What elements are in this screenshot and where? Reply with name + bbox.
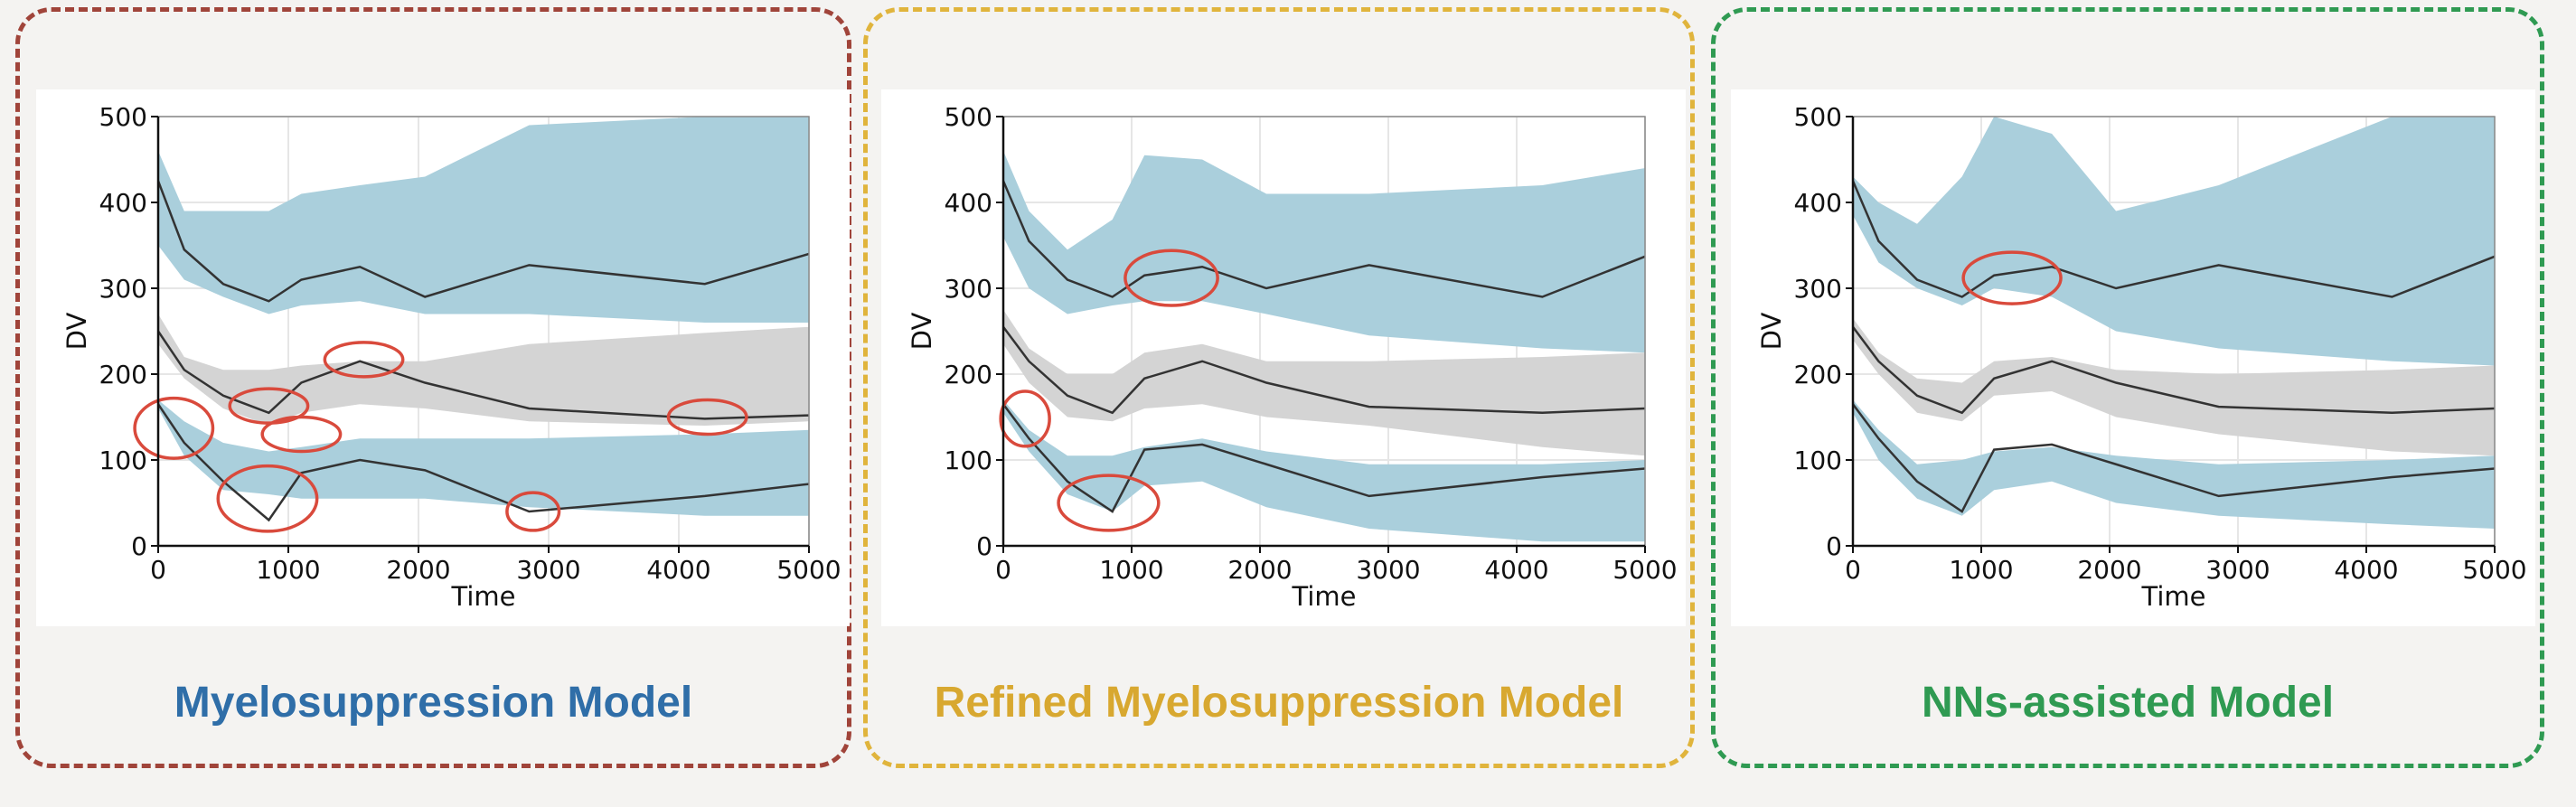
x-axis-label: Time xyxy=(2141,581,2206,612)
x-tick-label: 4000 xyxy=(646,555,710,585)
highlight-ellipse xyxy=(666,398,748,436)
y-tick-label: 100 xyxy=(1794,446,1842,475)
panel-refined-myelosuppression-model: 0 1000 2000 3000 4000 5000 0 100 200 300 400 500 Tim… xyxy=(863,7,1695,768)
observed-percentile-line xyxy=(158,180,809,303)
x-tick-label: 3000 xyxy=(516,555,580,585)
panel-nns-assisted-model: 0 1000 2000 3000 4000 5000 0 100 200 300 400 500 Tim… xyxy=(1711,7,2544,768)
y-tick-label: 400 xyxy=(1794,188,1842,218)
plot-layer xyxy=(158,117,809,522)
y-tick-label: 300 xyxy=(945,274,992,304)
y-tick-label: 400 xyxy=(945,188,992,218)
chart-nns-assisted: 0 1000 2000 3000 4000 5000 0 100 200 300 400 500 Tim… xyxy=(1756,102,2527,612)
x-tick-label: 1000 xyxy=(1949,555,2013,585)
highlight-ellipse xyxy=(505,491,561,532)
x-tick-label: 5000 xyxy=(776,555,841,585)
panel-myelosuppression-model: 0 1000 2000 3000 4000 5000 0 100 200 300 400 500 Tim… xyxy=(15,7,851,768)
y-axis-label: DV xyxy=(61,313,92,351)
observed-percentile-line xyxy=(1853,403,2495,513)
chart-refined-myelosuppression: 0 1000 2000 3000 4000 5000 0 100 200 300 400 500 Tim… xyxy=(907,102,1678,612)
percentile-interval-band xyxy=(1853,399,2495,529)
y-tick-label: 0 xyxy=(131,531,147,561)
observed-percentile-line xyxy=(158,330,809,420)
median-interval-band xyxy=(1853,318,2495,456)
x-tick-label: 0 xyxy=(150,555,166,585)
observed-percentile-line xyxy=(1003,180,1645,298)
y-tick-label: 500 xyxy=(99,102,147,132)
y-tick-label: 400 xyxy=(99,188,147,218)
x-axis-label: Time xyxy=(451,581,516,612)
x-tick-label: 4000 xyxy=(2334,555,2398,585)
x-tick-label: 2000 xyxy=(1227,555,1292,585)
panel-title: Refined Myelosuppression Model xyxy=(934,679,1624,727)
y-tick-label: 0 xyxy=(976,531,992,561)
y-tick-label: 500 xyxy=(945,102,992,132)
observed-percentile-line xyxy=(1003,326,1645,415)
y-tick-label: 200 xyxy=(1794,360,1842,389)
panel-title: Myelosuppression Model xyxy=(174,679,693,727)
x-tick-label: 3000 xyxy=(1356,555,1420,585)
y-tick-label: 300 xyxy=(1794,274,1842,304)
median-interval-band xyxy=(1003,309,1645,456)
percentile-interval-band xyxy=(1853,117,2495,366)
x-tick-label: 1000 xyxy=(256,555,320,585)
x-tick-label: 3000 xyxy=(2205,555,2270,585)
y-tick-label: 200 xyxy=(945,360,992,389)
plot-area: 0 1000 2000 3000 4000 5000 0 100 200 300 400 500 Tim… xyxy=(881,89,1686,626)
y-tick-label: 300 xyxy=(99,274,147,304)
chart-myelosuppression: 0 1000 2000 3000 4000 5000 0 100 200 300 400 500 Tim… xyxy=(61,102,841,612)
highlight-ellipse xyxy=(1057,474,1161,532)
percentile-interval-band xyxy=(158,399,809,516)
x-tick-label: 0 xyxy=(1845,555,1861,585)
percentile-interval-band xyxy=(1003,151,1645,353)
observed-percentile-line xyxy=(1853,326,2495,415)
x-axis-label: Time xyxy=(1292,581,1357,612)
x-tick-label: 2000 xyxy=(2077,555,2141,585)
x-tick-label: 5000 xyxy=(1612,555,1677,585)
highlight-ellipse xyxy=(133,396,215,460)
y-tick-label: 200 xyxy=(99,360,147,389)
y-axis-label: DV xyxy=(1756,313,1787,351)
plot-area: 0 1000 2000 3000 4000 5000 0 100 200 300 400 500 Tim… xyxy=(36,89,850,626)
plot-layer xyxy=(1853,117,2495,529)
x-tick-label: 0 xyxy=(995,555,1011,585)
percentile-interval-band xyxy=(158,117,809,323)
percentile-interval-band xyxy=(1003,399,1645,542)
highlight-ellipse xyxy=(1123,249,1219,307)
median-interval-band xyxy=(158,314,809,426)
x-tick-label: 2000 xyxy=(386,555,450,585)
x-tick-label: 4000 xyxy=(1484,555,1548,585)
highlight-ellipse xyxy=(999,389,1051,448)
y-tick-label: 0 xyxy=(1826,531,1842,561)
observed-percentile-line xyxy=(158,403,809,522)
panel-title: NNs-assisted Model xyxy=(1921,679,2335,727)
y-tick-label: 500 xyxy=(1794,102,1842,132)
highlight-ellipse xyxy=(216,464,319,533)
plot-layer xyxy=(1003,151,1645,542)
x-tick-label: 5000 xyxy=(2462,555,2526,585)
plot-area: 0 1000 2000 3000 4000 5000 0 100 200 300 400 500 Tim… xyxy=(1731,89,2535,626)
observed-percentile-line xyxy=(1003,403,1645,513)
highlight-ellipse xyxy=(323,341,405,379)
y-tick-label: 100 xyxy=(945,446,992,475)
highlight-ellipse xyxy=(1961,250,2063,305)
observed-percentile-line xyxy=(1853,180,2495,298)
x-tick-label: 1000 xyxy=(1099,555,1163,585)
y-tick-label: 100 xyxy=(99,446,147,475)
y-axis-label: DV xyxy=(907,313,937,351)
highlight-ellipse xyxy=(260,415,343,454)
